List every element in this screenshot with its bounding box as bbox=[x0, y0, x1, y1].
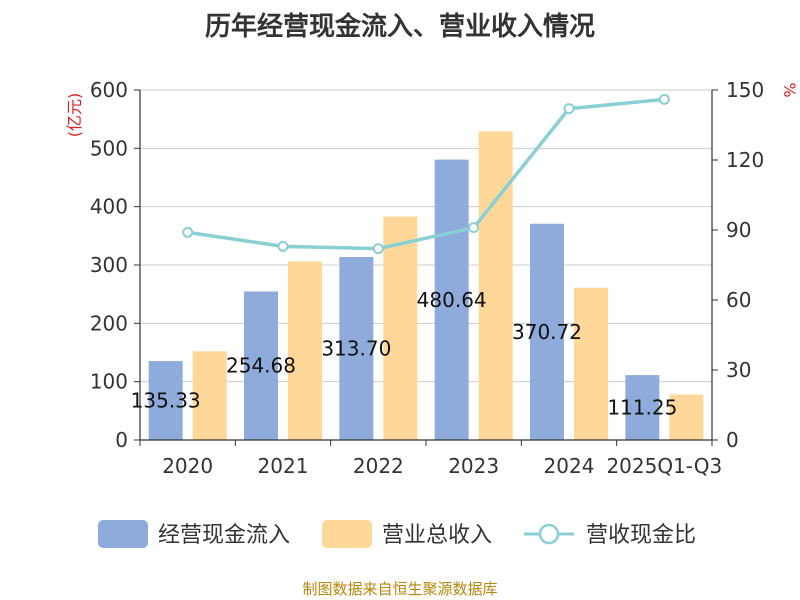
legend: 经营现金流入 营业总收入 营收现金比 bbox=[98, 520, 696, 548]
legend-swatch bbox=[98, 520, 148, 548]
ratio-point bbox=[658, 93, 670, 105]
bar bbox=[530, 223, 564, 440]
ratio-point bbox=[277, 240, 289, 252]
x-tick-label: 2022 bbox=[353, 454, 404, 478]
y-right-tick-label: 30 bbox=[726, 358, 751, 382]
y-right-tick-label: 120 bbox=[726, 148, 764, 172]
bar bbox=[574, 287, 608, 440]
y-left-tick-label: 200 bbox=[90, 311, 128, 335]
y-right-axis-label: % bbox=[780, 82, 799, 97]
data-label: 135.33 bbox=[131, 389, 201, 413]
bar bbox=[669, 394, 704, 440]
y-left-tick-label: 300 bbox=[90, 253, 128, 277]
gridlines bbox=[140, 89, 712, 383]
bar bbox=[148, 361, 183, 440]
bars bbox=[148, 131, 704, 441]
chart-title: 历年经营现金流入、营业收入情况 bbox=[204, 12, 595, 42]
x-tick-label: 2024 bbox=[544, 454, 595, 478]
y-left-tick-label: 600 bbox=[90, 78, 128, 102]
y-right-tick-label: 0 bbox=[726, 428, 739, 452]
bar bbox=[625, 375, 660, 440]
y-right-tick-label: 150 bbox=[726, 78, 764, 102]
ratio-line bbox=[182, 93, 670, 255]
data-label: 480.64 bbox=[417, 288, 487, 312]
bar bbox=[478, 131, 513, 440]
bar bbox=[339, 257, 374, 440]
source-note: 制图数据来自恒生聚源数据库 bbox=[302, 580, 498, 598]
y-left-tick-label: 400 bbox=[90, 195, 128, 219]
legend-swatch bbox=[322, 520, 372, 548]
data-labels: 135.33 254.68 313.70 480.64 370.72 111.25 bbox=[131, 288, 678, 420]
ratio-point bbox=[372, 243, 384, 255]
bar bbox=[434, 159, 469, 441]
y-right-tick-label: 90 bbox=[726, 218, 751, 242]
y-left-axis-label: (亿元) bbox=[65, 93, 84, 138]
x-tick-label: 2020 bbox=[162, 454, 213, 478]
data-label: 370.72 bbox=[512, 320, 582, 344]
ratio-point bbox=[468, 222, 480, 234]
data-label: 254.68 bbox=[226, 354, 296, 378]
y-right-tick-label: 60 bbox=[726, 288, 751, 312]
ratio-line-path bbox=[187, 97, 665, 251]
legend-label: 经营现金流入 bbox=[158, 523, 290, 548]
x-tick-label: 2021 bbox=[258, 454, 309, 478]
bar bbox=[383, 216, 418, 440]
legend-swatch-marker bbox=[538, 523, 560, 545]
x-tick-label: 2025Q1-Q3 bbox=[606, 454, 722, 478]
legend-label: 营业总收入 bbox=[382, 523, 492, 548]
data-label: 111.25 bbox=[607, 396, 677, 420]
y-left-tick-label: 500 bbox=[90, 136, 128, 160]
ratio-point bbox=[182, 226, 194, 238]
axes: 0 100 200 300 400 500 600 0 30 60 90 120 150 (亿元)% 202… bbox=[65, 78, 799, 478]
bar bbox=[288, 261, 322, 440]
ratio-point bbox=[563, 103, 575, 115]
bar bbox=[244, 291, 278, 440]
y-left-tick-label: 0 bbox=[115, 428, 128, 452]
y-left-tick-label: 100 bbox=[90, 370, 128, 394]
legend-label: 营收现金比 bbox=[586, 523, 696, 548]
x-tick-label: 2023 bbox=[448, 454, 499, 478]
data-label: 313.70 bbox=[321, 337, 391, 361]
bar bbox=[192, 351, 227, 440]
